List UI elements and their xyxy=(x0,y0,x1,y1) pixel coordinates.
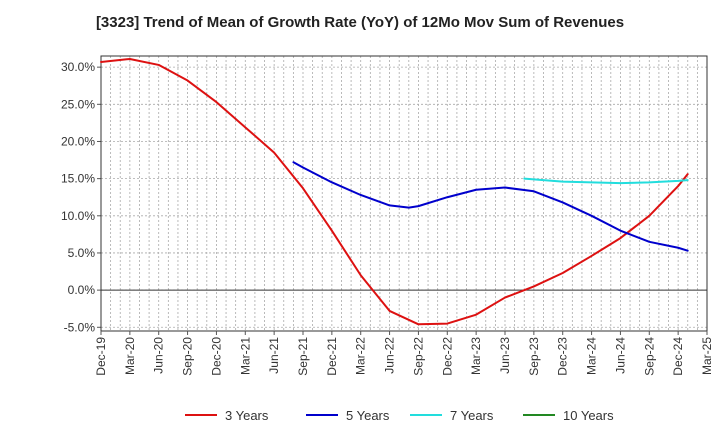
x-tick-label: Sep-23 xyxy=(527,337,541,376)
x-tick-label: Sep-21 xyxy=(296,337,310,376)
x-tick-label: Mar-24 xyxy=(585,337,599,375)
x-tick-label: Dec-20 xyxy=(209,337,223,376)
x-tick-label: Mar-20 xyxy=(123,337,137,375)
x-tick-label: Sep-24 xyxy=(642,337,656,376)
x-tick-label: Jun-24 xyxy=(613,337,627,374)
x-tick-label: Jun-20 xyxy=(152,337,166,374)
y-tick-label: 25.0% xyxy=(61,97,95,111)
x-tick-label: Mar-22 xyxy=(354,337,368,375)
x-tick-label: Dec-24 xyxy=(671,337,685,376)
y-tick-label: 20.0% xyxy=(61,134,95,148)
x-tick-label: Jun-21 xyxy=(267,337,281,374)
y-tick-label: 30.0% xyxy=(61,60,95,74)
legend-label-10-years: 10 Years xyxy=(563,408,614,423)
series-line-5-years xyxy=(292,161,689,252)
x-tick-label: Jun-22 xyxy=(383,337,397,374)
legend-label-5-years: 5 Years xyxy=(346,408,390,423)
plot-frame xyxy=(100,55,708,332)
chart-title: [3323] Trend of Mean of Growth Rate (YoY… xyxy=(95,14,625,31)
x-tick-label: Sep-20 xyxy=(181,337,195,376)
x-tick-label: Mar-23 xyxy=(469,337,483,375)
x-tick-label: Dec-23 xyxy=(556,337,570,376)
y-tick-label: 0.0% xyxy=(68,283,96,297)
y-tick-label: -5.0% xyxy=(64,320,96,334)
x-tick-label: Sep-22 xyxy=(411,337,425,376)
x-tick-label: Dec-19 xyxy=(94,337,108,376)
series-line-3-years xyxy=(100,57,689,326)
legend-label-3-years: 3 Years xyxy=(225,408,269,423)
series-line-7-years xyxy=(523,177,689,185)
y-tick-label: 10.0% xyxy=(61,209,95,223)
y-tick-label: 15.0% xyxy=(61,172,95,186)
y-tick-label: 5.0% xyxy=(68,246,96,260)
x-tick-label: Dec-22 xyxy=(440,337,454,376)
x-tick-label: Dec-21 xyxy=(325,337,339,376)
legend-label-7-years: 7 Years xyxy=(450,408,494,423)
x-tick-label: Mar-21 xyxy=(238,337,252,375)
x-tick-label: Mar-25 xyxy=(700,337,714,375)
x-tick-label: Jun-23 xyxy=(498,337,512,374)
